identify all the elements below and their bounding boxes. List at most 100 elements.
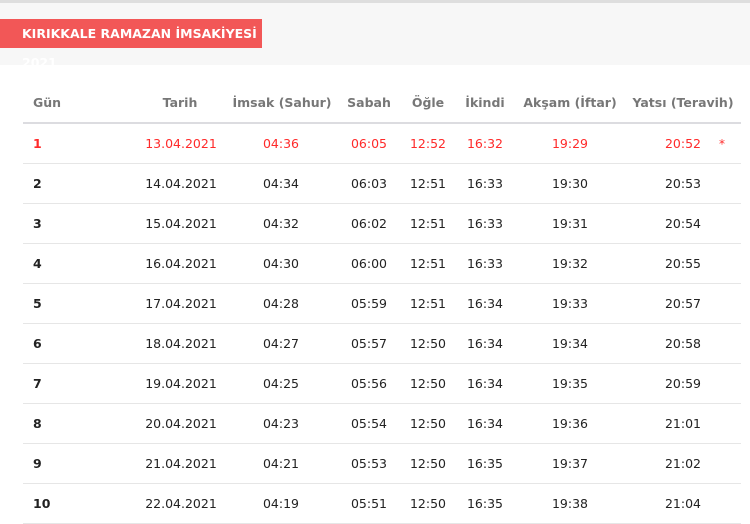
cell-ikindi: 16:35	[466, 456, 504, 471]
cell-gun: 9	[33, 456, 42, 471]
cell-ikindi: 16:34	[466, 376, 504, 391]
cell-yatsi: 21:02	[664, 456, 702, 471]
cell-tarih: 17.04.2021	[145, 296, 217, 311]
cell-ogle: 12:50	[409, 456, 447, 471]
cell-ikindi: 16:32	[466, 136, 504, 151]
table-body: 1 13.04.2021 04:36 06:05 12:52 16:32 19:29 20:5…	[23, 124, 741, 524]
cell-yatsi: 21:01	[664, 416, 702, 431]
cell-aksam: 19:29	[551, 136, 589, 151]
header-aksam: Akşam (İftar)	[523, 95, 617, 110]
cell-yatsi: 20:58	[664, 336, 702, 351]
header-tarih: Tarih	[162, 95, 198, 110]
page-title: KIRIKKALE RAMAZAN İMSAKİYESİ 2021	[0, 19, 262, 70]
top-border	[0, 0, 750, 3]
cell-ogle: 12:50	[409, 336, 447, 351]
cell-ikindi: 16:34	[466, 296, 504, 311]
header-gun: Gün	[33, 95, 62, 110]
cell-ogle: 12:50	[409, 496, 447, 511]
cell-ogle: 12:52	[409, 136, 447, 151]
cell-ikindi: 16:35	[466, 496, 504, 511]
cell-ogle: 12:51	[409, 296, 447, 311]
cell-sabah: 05:51	[350, 496, 388, 511]
cell-tarih: 15.04.2021	[145, 216, 217, 231]
cell-ogle: 12:50	[409, 416, 447, 431]
cell-tarih: 20.04.2021	[145, 416, 217, 431]
cell-sabah: 05:59	[350, 296, 388, 311]
table-row: 6 18.04.2021 04:27 05:57 12:50 16:34 19:34 20:5…	[23, 324, 741, 364]
cell-gun: 5	[33, 296, 42, 311]
cell-yatsi: 20:52	[664, 136, 702, 151]
cell-tarih: 13.04.2021	[145, 136, 217, 151]
cell-imsak: 04:25	[262, 376, 300, 391]
cell-aksam: 19:34	[551, 336, 589, 351]
cell-sabah: 06:03	[350, 176, 388, 191]
cell-aksam: 19:37	[551, 456, 589, 471]
cell-aksam: 19:31	[551, 216, 589, 231]
cell-ikindi: 16:34	[466, 416, 504, 431]
header-imsak: İmsak (Sahur)	[232, 95, 332, 110]
cell-yatsi: 20:57	[664, 296, 702, 311]
table-row: 1 13.04.2021 04:36 06:05 12:52 16:32 19:29 20:5…	[23, 124, 741, 164]
cell-tarih: 21.04.2021	[145, 456, 217, 471]
table-row: 3 15.04.2021 04:32 06:02 12:51 16:33 19:31 20:5…	[23, 204, 741, 244]
cell-ikindi: 16:33	[466, 216, 504, 231]
cell-ogle: 12:51	[409, 216, 447, 231]
table-header-row: Gün Tarih İmsak (Sahur) Sabah Öğle İkindi Akşa…	[23, 83, 741, 124]
cell-imsak: 04:27	[262, 336, 300, 351]
cell-tarih: 16.04.2021	[145, 256, 217, 271]
header-ogle: Öğle	[411, 95, 445, 110]
cell-sabah: 06:00	[350, 256, 388, 271]
cell-sabah: 05:53	[350, 456, 388, 471]
cell-tarih: 18.04.2021	[145, 336, 217, 351]
cell-yatsi: 21:04	[664, 496, 702, 511]
cell-ogle: 12:51	[409, 256, 447, 271]
table-row: 5 17.04.2021 04:28 05:59 12:51 16:34 19:33 20:5…	[23, 284, 741, 324]
cell-imsak: 04:28	[262, 296, 300, 311]
cell-ikindi: 16:33	[466, 256, 504, 271]
cell-imsak: 04:34	[262, 176, 300, 191]
cell-tarih: 22.04.2021	[145, 496, 217, 511]
cell-gun: 3	[33, 216, 42, 231]
header-yatsi: Yatsı (Teravih)	[632, 95, 734, 110]
cell-aksam: 19:30	[551, 176, 589, 191]
cell-gun: 1	[33, 136, 42, 151]
cell-imsak: 04:36	[262, 136, 300, 151]
header-sabah: Sabah	[347, 95, 391, 110]
cell-ikindi: 16:33	[466, 176, 504, 191]
cell-sabah: 05:57	[350, 336, 388, 351]
cell-imsak: 04:23	[262, 416, 300, 431]
cell-sabah: 05:56	[350, 376, 388, 391]
cell-aksam: 19:36	[551, 416, 589, 431]
cell-gun: 8	[33, 416, 42, 431]
cell-aksam: 19:38	[551, 496, 589, 511]
cell-imsak: 04:32	[262, 216, 300, 231]
cell-ogle: 12:51	[409, 176, 447, 191]
header-ikindi: İkindi	[465, 95, 505, 110]
cell-sabah: 06:05	[350, 136, 388, 151]
cell-aksam: 19:33	[551, 296, 589, 311]
cell-gun: 10	[33, 496, 51, 511]
cell-sabah: 05:54	[350, 416, 388, 431]
cell-imsak: 04:30	[262, 256, 300, 271]
imsakiye-table: Gün Tarih İmsak (Sahur) Sabah Öğle İkindi Akşa…	[23, 83, 741, 524]
cell-ikindi: 16:34	[466, 336, 504, 351]
table-row: 9 21.04.2021 04:21 05:53 12:50 16:35 19:37 21:0…	[23, 444, 741, 484]
table-row: 10 22.04.2021 04:19 05:51 12:50 16:35 19:38 21:…	[23, 484, 741, 524]
cell-yatsi: 20:53	[664, 176, 702, 191]
cell-imsak: 04:21	[262, 456, 300, 471]
table-row: 8 20.04.2021 04:23 05:54 12:50 16:34 19:36 21:0…	[23, 404, 741, 444]
cell-tarih: 14.04.2021	[145, 176, 217, 191]
cell-gun: 4	[33, 256, 42, 271]
cell-tarih: 19.04.2021	[145, 376, 217, 391]
table-row: 2 14.04.2021 04:34 06:03 12:51 16:33 19:30 20:5…	[23, 164, 741, 204]
today-marker: *	[719, 137, 725, 151]
cell-gun: 6	[33, 336, 42, 351]
cell-sabah: 06:02	[350, 216, 388, 231]
cell-yatsi: 20:59	[664, 376, 702, 391]
cell-yatsi: 20:55	[664, 256, 702, 271]
table-row: 4 16.04.2021 04:30 06:00 12:51 16:33 19:32 20:5…	[23, 244, 741, 284]
cell-aksam: 19:35	[551, 376, 589, 391]
cell-gun: 7	[33, 376, 42, 391]
table-row: 7 19.04.2021 04:25 05:56 12:50 16:34 19:35 20:5…	[23, 364, 741, 404]
cell-yatsi: 20:54	[664, 216, 702, 231]
